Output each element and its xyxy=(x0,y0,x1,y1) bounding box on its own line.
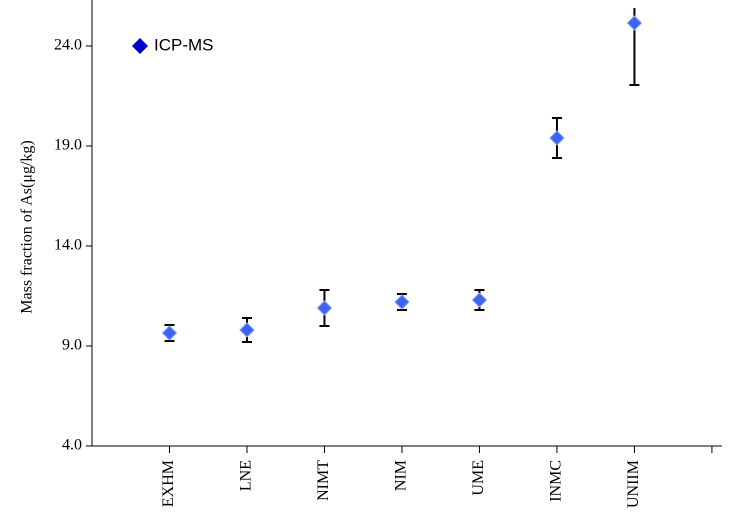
data-point xyxy=(161,325,178,341)
y-tick-label: 14.0 xyxy=(54,237,82,254)
legend-label: ICP-MS xyxy=(154,35,214,54)
data-point xyxy=(471,292,488,308)
y-tick-label: 9.0 xyxy=(62,337,82,354)
data-point xyxy=(239,322,255,338)
plot-area xyxy=(161,8,643,343)
y-tick-label: 19.0 xyxy=(54,137,82,154)
x-tick-label: EXHM xyxy=(160,460,177,507)
data-point xyxy=(549,130,565,146)
y-tick-label: 24.0 xyxy=(54,37,82,54)
legend-marker xyxy=(132,38,148,54)
x-tick-label: NIMT xyxy=(315,460,332,501)
error-bar xyxy=(629,8,640,86)
x-tick-label: UNIIM xyxy=(625,460,642,508)
x-tick-label: LNE xyxy=(238,460,255,491)
x-tick-label: NIM xyxy=(393,460,410,491)
data-point xyxy=(626,15,643,31)
x-tick-label: UME xyxy=(470,460,487,496)
data-point xyxy=(316,300,333,316)
y-axis-label: Mass fraction of As(μg/kg) xyxy=(19,140,36,313)
y-tick-label: 4.0 xyxy=(62,437,82,454)
data-point xyxy=(394,294,410,310)
x-tick-label: INMC xyxy=(548,460,565,502)
